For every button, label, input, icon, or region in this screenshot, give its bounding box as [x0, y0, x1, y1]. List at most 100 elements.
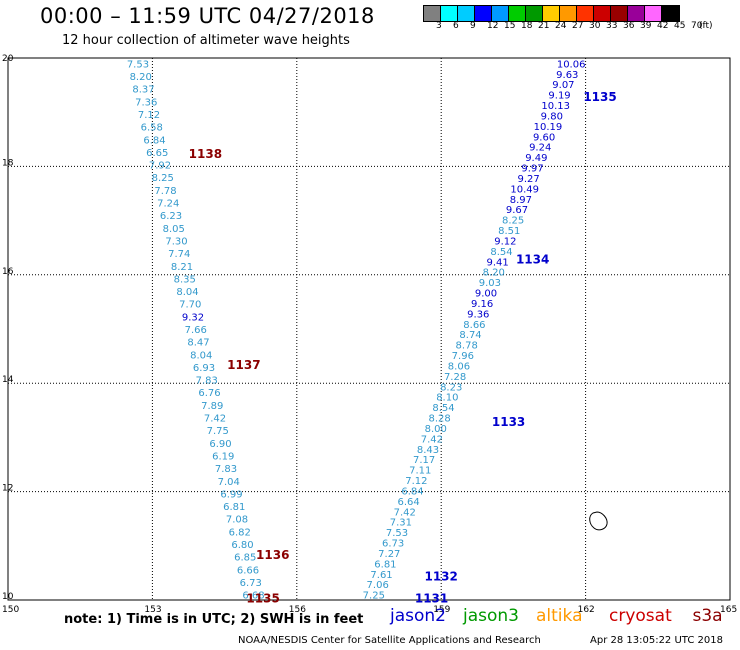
color-scale-label: 24: [555, 21, 567, 31]
x-tick-label: 165: [720, 605, 737, 615]
wave-height-value: 9.67: [506, 205, 528, 216]
wave-height-value: 8.43: [417, 445, 439, 456]
wave-height-value: 10.49: [510, 184, 539, 195]
wave-height-value: 6.81: [223, 502, 245, 513]
wave-height-value: 8.28: [428, 414, 450, 425]
legend-altika: altika: [536, 606, 583, 626]
wave-height-value: 7.78: [154, 186, 176, 197]
wave-height-value: 7.25: [363, 591, 385, 602]
color-scale-label: 18: [521, 21, 533, 31]
x-tick-label: 159: [433, 605, 450, 615]
wave-height-value: 7.08: [226, 515, 248, 526]
wave-height-value: 8.35: [174, 274, 196, 285]
color-swatch: [594, 6, 611, 21]
wave-height-value: 8.97: [510, 195, 532, 206]
wave-height-value: 7.11: [409, 466, 431, 477]
color-scale-label: 3: [436, 21, 442, 31]
wave-height-value: 8.00: [425, 424, 447, 435]
wave-height-value: 6.80: [231, 540, 253, 551]
wave-height-value: 6.84: [143, 135, 165, 146]
pass-number-label: 1134: [516, 253, 549, 267]
color-scale-label: 45: [674, 21, 686, 31]
color-swatch: [645, 6, 662, 21]
pass-number-label: 1131: [415, 591, 448, 605]
wave-height-value: 7.30: [165, 236, 187, 247]
wave-height-value: 9.49: [525, 153, 547, 164]
wave-height-value: 8.47: [187, 338, 209, 349]
wave-height-value: 9.27: [517, 174, 539, 185]
color-scale-label: (ft): [699, 21, 713, 31]
legend-jason3: jason3: [463, 606, 519, 626]
wave-height-value: 9.60: [533, 132, 555, 143]
color-swatch: [577, 6, 594, 21]
legend-s3a: s3a: [692, 606, 723, 626]
wave-height-value: 7.74: [168, 249, 190, 260]
wave-height-value: 8.10: [436, 393, 458, 404]
wave-height-value: 7.96: [452, 351, 474, 362]
timestamp-text: Apr 28 13:05:22 UTC 2018: [590, 635, 723, 646]
wave-height-value: 10.19: [534, 122, 563, 133]
wave-height-value: 7.27: [378, 549, 400, 560]
wave-height-value: 7.24: [157, 199, 179, 210]
color-scale-labels: 3 6 9 12 15 18 21 24 27 30 33 36 39 42 45 70 (ft): [423, 21, 740, 35]
wave-height-value: 8.05: [163, 224, 185, 235]
color-swatch: [543, 6, 560, 21]
wave-height-value: 6.85: [234, 553, 256, 564]
wave-height-value: 9.16: [471, 299, 493, 310]
wave-height-value: 7.31: [390, 518, 412, 529]
x-tick-label: 153: [144, 605, 161, 615]
wave-height-value: 7.89: [201, 401, 223, 412]
wave-height-value: 7.17: [413, 455, 435, 466]
wave-height-value: 8.78: [456, 341, 478, 352]
color-swatch: [611, 6, 628, 21]
color-swatch: [492, 6, 509, 21]
pass-number-label: 1138: [189, 147, 222, 161]
color-scale-label: 27: [572, 21, 584, 31]
wave-height-value: 8.54: [490, 247, 512, 258]
wave-height-value: 7.61: [370, 570, 392, 581]
color-scale-label: 33: [606, 21, 618, 31]
wave-height-value: 6.73: [240, 578, 262, 589]
wave-height-value: 9.07: [552, 80, 574, 91]
wave-height-value: 8.06: [448, 361, 470, 372]
pass-number-label: 1132: [424, 570, 457, 584]
wave-height-value: 8.51: [498, 226, 520, 237]
x-tick-label: 162: [578, 605, 595, 615]
wave-height-value: 6.99: [220, 489, 242, 500]
color-scale-label: 30: [589, 21, 601, 31]
y-tick-label: 18: [2, 158, 14, 168]
wave-height-value: 7.83: [196, 376, 218, 387]
y-tick-label: 10: [2, 592, 14, 602]
footer-note: note: 1) Time is in UTC; 2) SWH is in fe…: [64, 612, 364, 627]
wave-height-value: 7.70: [179, 300, 201, 311]
color-scale-label: 9: [470, 21, 476, 31]
color-swatch: [628, 6, 645, 21]
wave-height-value: 8.74: [459, 330, 481, 341]
wave-height-value: 7.42: [204, 414, 226, 425]
color-swatch: [526, 6, 543, 21]
y-tick-label: 14: [2, 375, 14, 385]
wave-height-value: 9.19: [548, 91, 570, 102]
page-title: 00:00 – 11:59 UTC 04/27/2018: [40, 4, 375, 28]
wave-height-value: 8.20: [130, 72, 152, 83]
wave-height-value: 9.32: [182, 312, 204, 323]
wave-height-value: 6.64: [398, 497, 420, 508]
wave-height-value: 8.21: [171, 262, 193, 273]
wave-height-value: 8.25: [152, 173, 174, 184]
wave-height-value: 10.06: [557, 59, 586, 70]
map-frame: [7, 57, 731, 601]
pass-number-label: 1135: [246, 591, 279, 605]
island-outline: [589, 511, 608, 531]
color-scale-label: 70: [691, 21, 703, 31]
legend-jason2: jason2: [390, 606, 446, 626]
wave-height-value: 8.25: [502, 216, 524, 227]
wave-height-value: 8.23: [440, 382, 462, 393]
pass-number-label: 1136: [256, 548, 289, 562]
color-scale-label: 15: [504, 21, 516, 31]
wave-height-value: 9.41: [487, 257, 509, 268]
color-swatch: [441, 6, 458, 21]
color-swatch: [424, 6, 441, 21]
credit-text: NOAA/NESDIS Center for Satellite Applica…: [238, 635, 541, 646]
page-subtitle: 12 hour collection of altimeter wave hei…: [62, 33, 350, 48]
